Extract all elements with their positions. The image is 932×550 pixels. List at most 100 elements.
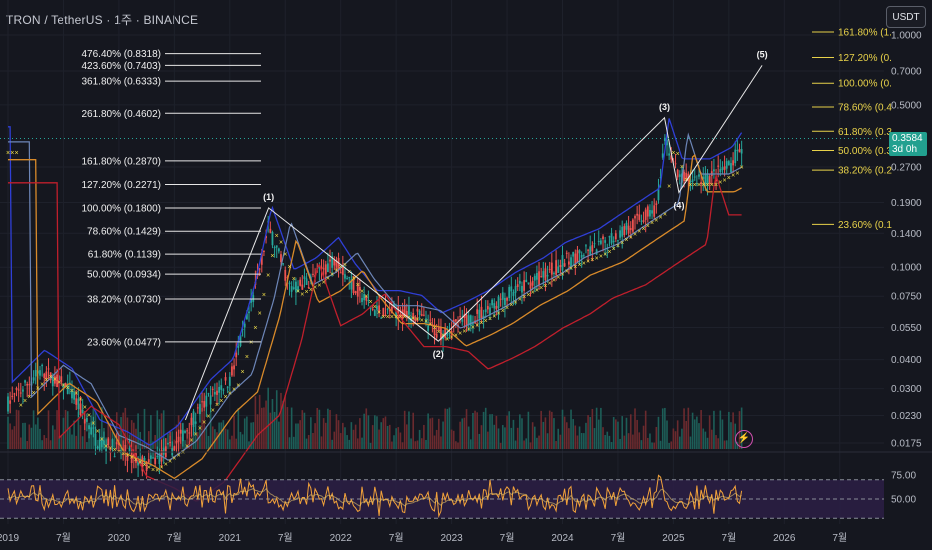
ma-yellow-marker-136: × — [296, 288, 300, 295]
volume-bar-247 — [533, 426, 536, 449]
candle-body-287 — [619, 230, 621, 238]
ma-yellow-marker-48: × — [108, 445, 112, 452]
fib-left-label-5: 127.20% (0.2271) — [81, 180, 161, 191]
candle-body-191 — [414, 317, 417, 322]
volume-bar-235 — [508, 411, 510, 449]
volume-bar-38 — [88, 432, 90, 449]
volume-bar-332 — [715, 435, 717, 449]
candle-body-291 — [627, 225, 630, 234]
candle-body-120 — [263, 250, 265, 252]
volume-bar-89 — [197, 432, 199, 449]
ma-yellow-marker-150: × — [326, 275, 330, 282]
ma-yellow-marker-52: × — [117, 449, 121, 456]
candle-body-57 — [128, 448, 131, 452]
currency-unit-button[interactable]: USDT — [886, 6, 926, 28]
ma-yellow-marker-324: × — [697, 182, 701, 189]
candle-body-173 — [376, 305, 378, 310]
candle-body-340 — [732, 160, 735, 166]
candle-body-156 — [339, 272, 342, 274]
candle-body-143 — [312, 273, 314, 275]
candle-body-5 — [17, 389, 20, 391]
candle-body-198 — [429, 319, 432, 321]
candle-body-236 — [510, 286, 513, 292]
price-tick-8: 0.0550 — [891, 323, 922, 334]
ma-yellow-marker-122: × — [266, 272, 270, 279]
candle-body-118 — [258, 268, 261, 270]
ma-yellow-marker-312: × — [671, 150, 675, 157]
candle-body-41 — [94, 433, 97, 446]
candle-body-15 — [39, 370, 41, 376]
ma-yellow-marker-6: × — [19, 402, 23, 409]
candle-body-315 — [678, 174, 681, 177]
ma-yellow-marker-332: × — [714, 182, 718, 189]
candle-body-301 — [649, 209, 651, 217]
price-axis: 1.0000 0.7000 0.5000 0.2700 0.1900 0.1400 0.10… — [891, 31, 922, 450]
candle-body-302 — [651, 210, 653, 214]
candle-body-78 — [173, 446, 176, 451]
candle-body-205 — [444, 327, 447, 338]
volume-bar-252 — [544, 417, 547, 449]
candle-body-230 — [497, 296, 500, 309]
lightning-icon[interactable]: ⚡ — [735, 430, 753, 448]
symbol-title[interactable]: TRON / TetherUS · 1주 · BINANCE — [6, 13, 199, 27]
ma-yellow-marker-180: × — [390, 314, 394, 321]
candle-body-274 — [591, 245, 594, 252]
volume-bar-255 — [551, 411, 553, 449]
ma-yellow-marker-118: × — [258, 310, 262, 317]
candle-body-134 — [292, 287, 295, 289]
candle-body-226 — [489, 307, 491, 316]
volume-bar-285 — [615, 419, 617, 449]
candle-body-285 — [614, 233, 617, 240]
volume-bar-212 — [459, 421, 461, 449]
price-tick-9: 0.0400 — [891, 355, 922, 366]
candle-body-304 — [655, 203, 658, 205]
volume-bar-282 — [608, 435, 611, 449]
fib-left-label-3: 261.80% (0.4602) — [81, 109, 161, 120]
ma-yellow-marker-310: × — [667, 184, 671, 191]
candle-body-65 — [145, 462, 148, 471]
wave-path-line — [184, 65, 763, 421]
volume-bar-324 — [698, 423, 700, 449]
candle-body-127 — [277, 248, 280, 252]
ma-yellow-marker-70: × — [155, 467, 159, 474]
volume-bar-232 — [501, 425, 504, 449]
candle-body-2 — [11, 395, 14, 397]
candle-body-185 — [401, 309, 404, 320]
candle-body-214 — [463, 314, 466, 318]
current-price-badge: 0.3584 3d 0h — [889, 132, 927, 156]
fib-extension-left: 476.40% (0.8318)423.60% (0.7403) 361.80% … — [81, 49, 261, 348]
volume-bar-159 — [346, 435, 348, 449]
ma-yellow-marker-112: × — [245, 354, 249, 361]
volume-bar-321 — [691, 412, 694, 449]
volume-bar-153 — [333, 431, 336, 449]
ma-yellow-marker-174: × — [377, 309, 381, 316]
candle-body-174 — [378, 305, 380, 313]
candle-body-286 — [617, 240, 619, 242]
ma-yellow-marker-190: × — [411, 316, 415, 323]
volume-bar-337 — [725, 440, 728, 449]
volume-bar-180 — [391, 441, 393, 449]
volume-bar-242 — [523, 440, 525, 449]
candle-body-152 — [331, 256, 334, 268]
candle-body-324 — [698, 174, 700, 177]
candle-body-251 — [542, 271, 545, 278]
ma-yellow-marker-280: × — [603, 252, 607, 259]
candle-body-308 — [663, 137, 666, 142]
ma-yellow-marker-232: × — [501, 308, 505, 315]
volume-bar-184 — [399, 432, 402, 449]
ma-yellow-marker-182: × — [394, 314, 398, 321]
volume-bar-237 — [512, 419, 515, 449]
candle-body-50 — [113, 456, 116, 458]
volume-bar-315 — [678, 436, 681, 449]
ma-yellow-marker-194: × — [420, 317, 424, 324]
candle-body-84 — [186, 430, 189, 432]
ma-yellow-marker-262: × — [565, 269, 569, 276]
ma-blue-line — [8, 118, 743, 446]
candle-body-261 — [563, 263, 566, 267]
volume-bar-218 — [472, 412, 474, 449]
candle-body-12 — [32, 377, 35, 381]
candle-body-234 — [506, 297, 508, 301]
candle-body-245 — [529, 282, 532, 289]
candle-body-322 — [693, 176, 696, 178]
